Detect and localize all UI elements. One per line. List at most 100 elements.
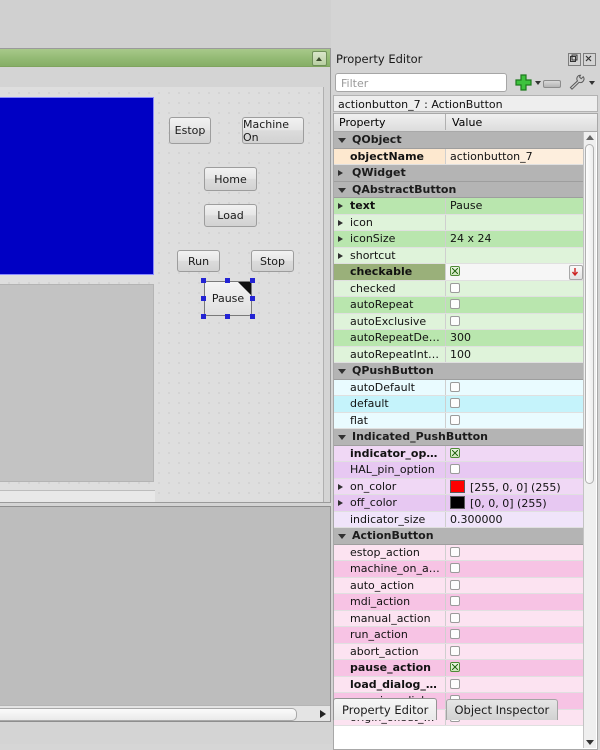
property-value[interactable] — [446, 627, 584, 643]
property-group-row[interactable]: QWidget — [334, 165, 584, 182]
form-button-stop[interactable]: Stop — [251, 250, 294, 272]
property-rows[interactable]: QObject objectName actionbutton_7 QWidget QA… — [334, 132, 584, 749]
wrench-dropdown-caret-icon[interactable] — [589, 81, 595, 85]
property-value[interactable] — [446, 545, 584, 561]
chevron-down-icon[interactable] — [338, 534, 346, 539]
property-value[interactable]: 0.300000 — [446, 512, 584, 528]
property-value[interactable] — [446, 297, 584, 313]
scrollbar-thumb[interactable] — [585, 144, 594, 484]
chevron-right-icon[interactable] — [338, 500, 343, 506]
property-group-row[interactable]: QPushButton — [334, 363, 584, 380]
property-value[interactable] — [446, 446, 584, 462]
property-row[interactable]: on_color [255, 0, 0] (255) — [334, 478, 584, 495]
chevron-right-icon[interactable] — [338, 170, 343, 176]
resize-handle[interactable] — [250, 295, 255, 301]
scroll-down-icon[interactable] — [586, 740, 594, 745]
property-row[interactable]: flat — [334, 412, 584, 429]
property-row[interactable]: abort_action — [334, 643, 584, 660]
wrench-icon[interactable] — [567, 73, 586, 92]
chevron-right-icon[interactable] — [338, 236, 343, 242]
chevron-right-icon[interactable] — [338, 219, 343, 226]
color-swatch[interactable] — [450, 479, 465, 493]
property-row[interactable]: shortcut — [334, 247, 584, 264]
checkbox-unchecked-icon[interactable] — [450, 612, 460, 623]
form-button-pause-selected[interactable]: Pause — [204, 281, 252, 316]
property-row[interactable]: run_action — [334, 627, 584, 644]
lower-horizontal-scrollbar[interactable] — [0, 705, 330, 721]
form-button-home[interactable]: Home — [204, 167, 257, 191]
chevron-down-icon[interactable] — [338, 435, 346, 440]
checkbox-unchecked-icon[interactable] — [450, 596, 460, 606]
chevron-right-icon[interactable] — [338, 252, 343, 259]
checkbox-unchecked-icon[interactable] — [450, 299, 460, 309]
property-row[interactable]: estop_action — [334, 544, 584, 561]
property-group-row[interactable]: QObject — [334, 132, 584, 149]
checkbox-unchecked-icon[interactable] — [450, 678, 460, 689]
checkbox-unchecked-icon[interactable] — [450, 629, 460, 639]
property-table[interactable]: Property Value QObject objectName actionbu… — [333, 113, 598, 750]
property-value[interactable]: 24 x 24 — [446, 231, 584, 247]
scrollbar-thumb[interactable] — [0, 708, 297, 721]
property-value[interactable]: actionbutton_7 — [446, 148, 584, 164]
property-value[interactable] — [446, 380, 584, 396]
checkbox-unchecked-icon[interactable] — [450, 579, 460, 590]
checkbox-unchecked-icon[interactable] — [450, 414, 460, 425]
checkbox-checked-icon[interactable] — [450, 662, 460, 672]
dock-tabbar[interactable]: Property Editor Object Inspector — [331, 698, 600, 721]
resize-handle[interactable] — [201, 278, 206, 283]
scroll-right-icon[interactable] — [320, 710, 326, 718]
property-row[interactable]: autoRepeatDelay 300 — [334, 330, 584, 347]
property-row[interactable]: autoRepeat — [334, 297, 584, 314]
property-value[interactable]: 300 — [446, 330, 584, 346]
property-value[interactable]: [255, 0, 0] (255) — [446, 479, 584, 495]
property-value[interactable] — [446, 611, 584, 627]
resize-handle[interactable] — [250, 278, 255, 283]
gray-display-widget[interactable] — [0, 284, 154, 482]
property-row[interactable]: icon — [334, 214, 584, 231]
property-row[interactable]: HAL_pin_option — [334, 462, 584, 479]
property-value[interactable] — [446, 248, 584, 264]
checkbox-unchecked-icon[interactable] — [450, 381, 460, 392]
chevron-right-icon[interactable] — [338, 483, 343, 490]
checkbox-unchecked-icon[interactable] — [450, 282, 460, 293]
property-value[interactable]: Pause — [446, 198, 584, 214]
resize-handle[interactable] — [201, 314, 206, 319]
checkbox-unchecked-icon[interactable] — [450, 645, 460, 656]
property-value[interactable] — [446, 396, 584, 412]
chevron-down-icon[interactable] — [338, 187, 346, 193]
property-row[interactable]: objectName actionbutton_7 — [334, 148, 584, 165]
property-row[interactable]: machine_on_action — [334, 561, 584, 578]
checkbox-unchecked-icon[interactable] — [450, 315, 460, 326]
property-value[interactable] — [446, 561, 584, 577]
property-row[interactable]: indicator_size 0.300000 — [334, 511, 584, 528]
chevron-down-icon[interactable] — [338, 369, 346, 374]
plus-icon[interactable] — [514, 73, 533, 92]
filter-input[interactable]: Filter — [335, 73, 507, 92]
tab-object-inspector[interactable]: Object Inspector — [445, 699, 559, 720]
property-row[interactable]: indicator_option — [334, 445, 584, 462]
property-row[interactable]: pause_action — [334, 660, 584, 677]
resize-handle[interactable] — [225, 314, 230, 319]
property-value[interactable] — [446, 644, 584, 660]
resize-handle[interactable] — [250, 314, 255, 319]
property-value[interactable] — [446, 594, 584, 610]
reset-property-button[interactable] — [569, 265, 583, 280]
property-row[interactable]: iconSize 24 x 24 — [334, 231, 584, 248]
property-value[interactable] — [446, 264, 584, 280]
resize-handle[interactable] — [201, 295, 206, 301]
property-row[interactable]: autoExclusive — [334, 313, 584, 330]
resize-handle[interactable] — [225, 278, 230, 283]
property-value[interactable] — [446, 462, 584, 478]
color-swatch[interactable] — [450, 496, 465, 509]
property-row[interactable]: text Pause — [334, 198, 584, 215]
form-button-run[interactable]: Run — [177, 250, 220, 272]
property-row[interactable]: auto_action — [334, 577, 584, 594]
property-row[interactable]: checked — [334, 280, 584, 297]
property-table-scrollbar[interactable] — [583, 132, 596, 748]
chevron-down-icon[interactable] — [338, 138, 346, 143]
property-group-row[interactable]: QAbstractButton — [334, 181, 584, 198]
form-button-machine-on[interactable]: Machine On — [242, 117, 304, 144]
minus-icon[interactable] — [543, 80, 561, 88]
property-row[interactable]: checkable — [334, 264, 584, 281]
property-row[interactable]: mdi_action — [334, 594, 584, 611]
